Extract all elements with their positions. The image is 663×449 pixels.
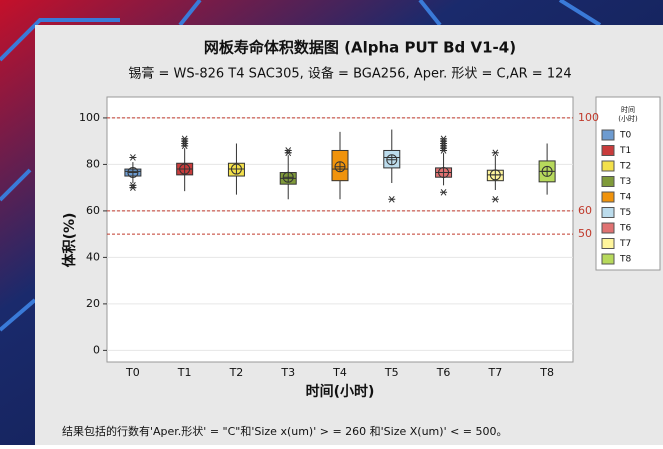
y-tick-label: 60: [86, 204, 100, 217]
legend-title: 时间: [621, 105, 635, 114]
mean-marker: [387, 155, 397, 165]
legend-swatch: [602, 146, 614, 156]
y-tick-label: 100: [79, 111, 100, 124]
chart-subtitle: 锡膏 = WS-826 T4 SAC305, 设备 = BGA256, Aper…: [128, 66, 571, 82]
x-tick-label: T1: [177, 366, 192, 379]
legend-swatch: [602, 239, 614, 249]
y-tick-label: 40: [86, 250, 100, 263]
legend-label: T1: [619, 146, 631, 156]
mean-marker: [231, 164, 241, 174]
mean-marker: [335, 162, 345, 172]
legend-label: T0: [619, 131, 631, 141]
chart: 网板寿命体积数据图 (Alpha PUT Bd V1-4) 锡膏 = WS-82…: [0, 0, 663, 445]
reference-label: 60: [578, 204, 592, 217]
reference-label: 50: [578, 227, 592, 240]
legend-label: T6: [619, 224, 631, 234]
y-tick-label: 0: [93, 343, 100, 356]
mean-marker: [128, 168, 138, 178]
legend-label: T2: [619, 162, 631, 172]
x-tick-label: T2: [229, 366, 244, 379]
legend-swatch: [602, 208, 614, 218]
mean-marker: [283, 172, 293, 182]
legend-label: T8: [619, 255, 631, 265]
mean-marker: [542, 166, 552, 176]
x-axis-label: 时间(小时): [306, 383, 375, 400]
legend-swatch: [602, 177, 614, 187]
legend-label: T7: [619, 239, 631, 249]
x-tick-label: T7: [487, 366, 502, 379]
x-tick-label: T8: [539, 366, 554, 379]
legend-label: T5: [619, 208, 631, 218]
y-tick-label: 80: [86, 157, 100, 170]
mean-marker: [439, 168, 449, 178]
y-axis-label: 体积(%): [61, 213, 78, 268]
chart-title: 网板寿命体积数据图 (Alpha PUT Bd V1-4): [204, 39, 516, 57]
mean-marker: [180, 164, 190, 174]
legend-swatch: [602, 192, 614, 202]
y-tick-label: 20: [86, 297, 100, 310]
reference-label: 100: [578, 111, 599, 124]
legend-title: (小时): [618, 114, 638, 123]
legend-swatch: [602, 223, 614, 233]
x-tick-label: T4: [332, 366, 347, 379]
x-tick-label: T5: [384, 366, 399, 379]
legend-label: T4: [619, 193, 631, 203]
legend-label: T3: [619, 177, 631, 187]
page: 网板寿命体积数据图 (Alpha PUT Bd V1-4) 锡膏 = WS-82…: [0, 0, 663, 445]
x-tick-label: T0: [125, 366, 140, 379]
mean-marker: [490, 170, 500, 180]
x-tick-label: T3: [280, 366, 295, 379]
legend-swatch: [602, 254, 614, 264]
legend-swatch: [602, 161, 614, 171]
footnote: 结果包括的行数有'Aper.形状' = "C"和'Size x(um)' > =…: [62, 424, 508, 438]
x-tick-label: T6: [436, 366, 451, 379]
legend-swatch: [602, 130, 614, 140]
